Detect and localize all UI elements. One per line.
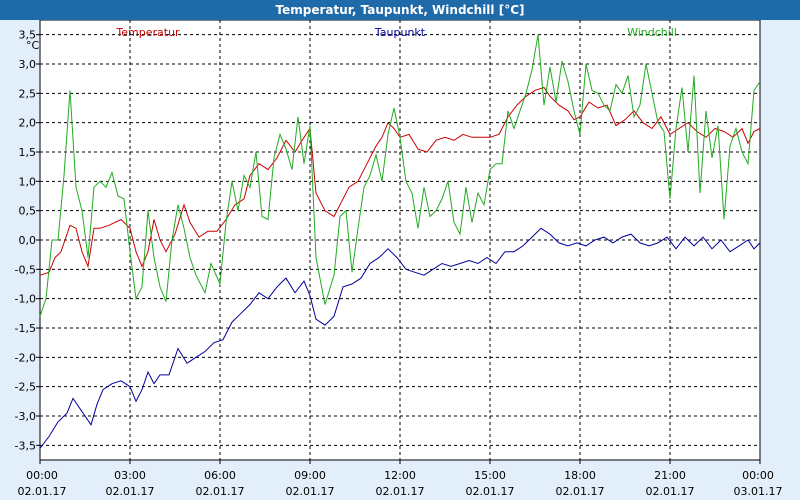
y-tick-label: 1,0 [19, 175, 37, 188]
x-tick-date: 02.01.17 [376, 485, 425, 498]
x-tick-time: 06:00 [204, 469, 236, 482]
y-tick-label: 1,5 [19, 146, 37, 159]
series-line-taupunkt [39, 227, 761, 449]
x-tick-date: 02.01.17 [196, 485, 245, 498]
x-tick-time: 15:00 [474, 469, 506, 482]
y-tick-label: 3,0 [19, 58, 37, 71]
x-tick-date: 02.01.17 [106, 485, 155, 498]
y-axis-unit-label: °C [26, 39, 40, 52]
y-tick-label: 2,0 [19, 117, 37, 130]
series-line-windchill [39, 34, 761, 317]
chart-canvas: 3,5 3,0 2,5 2,0 1,5 1,0 0,5 0,0 -0,5 -1,0 -1,5 -2,0… [15, 20, 783, 498]
y-tick-label: 0,0 [19, 234, 37, 247]
series-lines [39, 34, 761, 449]
y-tick-label: 2,5 [19, 87, 37, 100]
y-tick-label: -1,5 [15, 322, 36, 335]
x-tick-time: 03:00 [114, 469, 146, 482]
series-line-temperatur [39, 86, 761, 276]
y-tick-label: -3,0 [15, 410, 36, 423]
x-tick-date: 02.01.17 [556, 485, 605, 498]
chart-title: Temperatur, Taupunkt, Windchill [°C] [0, 0, 800, 20]
x-tick-time: 00:00 [26, 469, 58, 482]
x-axis: 00:00 02.01.17 03:00 02.01.17 06:00 02.01.17 0… [18, 460, 783, 498]
y-tick-label: -0,5 [15, 263, 36, 276]
x-tick-time: 12:00 [384, 469, 416, 482]
y-tick-label: -2,0 [15, 351, 36, 364]
y-axis: 3,5 3,0 2,5 2,0 1,5 1,0 0,5 0,0 -0,5 -1,0 -1,5 -2,0… [15, 29, 40, 452]
legend-temperatur: Temperatur [115, 26, 180, 39]
x-tick-time: 21:00 [654, 469, 686, 482]
x-tick-time: 09:00 [294, 469, 326, 482]
x-tick-time: 18:00 [564, 469, 596, 482]
y-tick-label: -3,5 [15, 439, 36, 452]
x-tick-date: 02.01.17 [286, 485, 335, 498]
y-tick-label: 0,5 [19, 205, 37, 218]
y-tick-label: -1,0 [15, 293, 36, 306]
legend-windchill: Windchill [627, 26, 677, 39]
y-tick-label: -2,5 [15, 381, 36, 394]
x-tick-date: 03.01.17 [734, 485, 783, 498]
y-tick-label: 3,5 [19, 29, 37, 42]
legend-taupunkt: Taupunkt [374, 26, 426, 39]
x-tick-date: 02.01.17 [466, 485, 515, 498]
x-tick-date: 02.01.17 [646, 485, 695, 498]
x-tick-date: 02.01.17 [18, 485, 67, 498]
x-tick-time: 00:00 [742, 469, 774, 482]
